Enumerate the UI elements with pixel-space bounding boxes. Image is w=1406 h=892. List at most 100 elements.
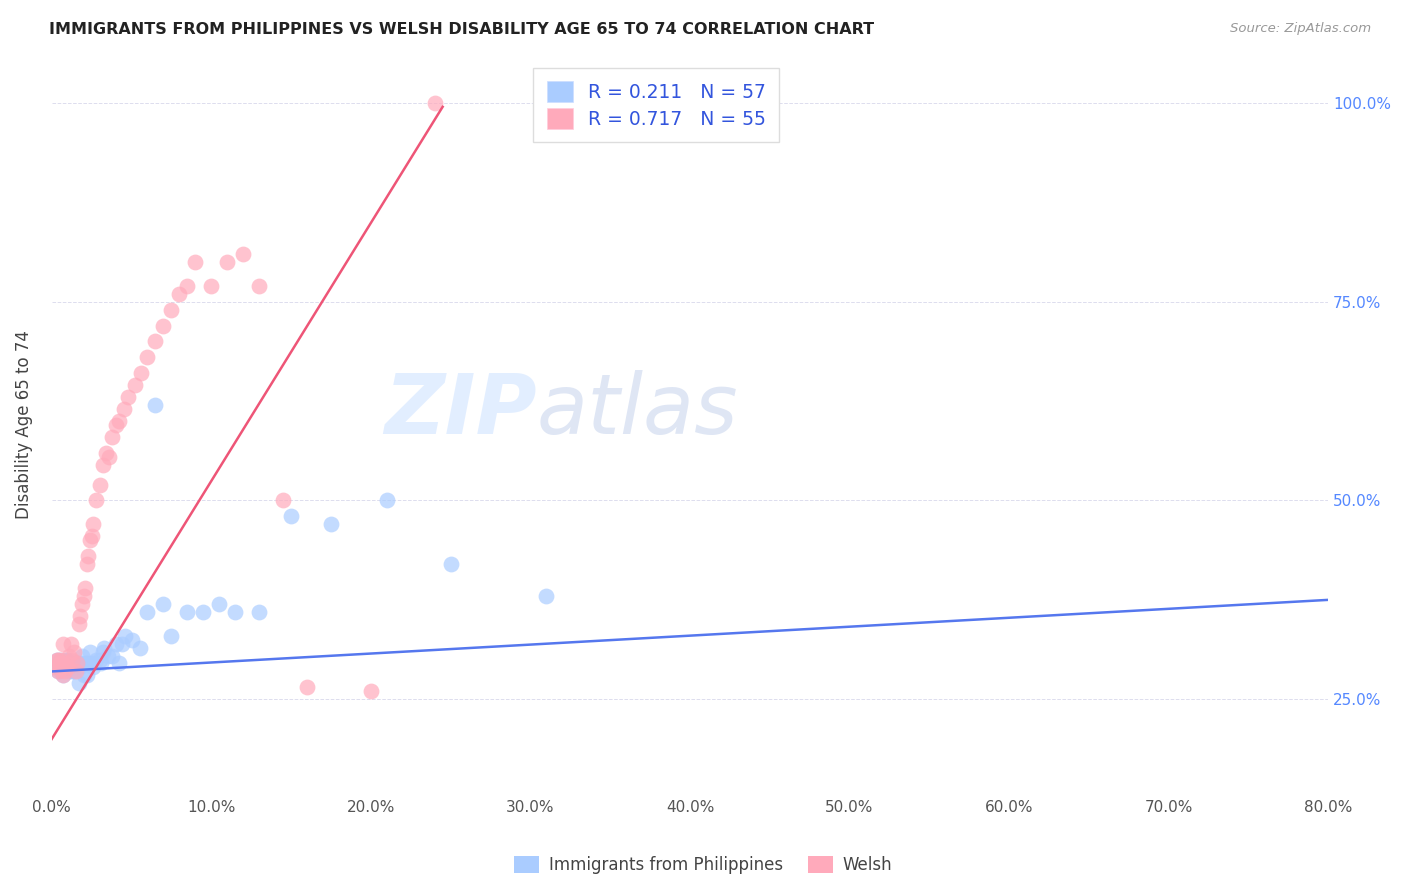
Point bbox=[46, 665, 69, 679]
Point bbox=[112, 402, 135, 417]
Point bbox=[52, 668, 75, 682]
Point bbox=[75, 657, 97, 671]
Point bbox=[104, 417, 127, 432]
Point bbox=[375, 493, 398, 508]
Point bbox=[70, 597, 93, 611]
Point bbox=[69, 657, 91, 671]
Point bbox=[160, 302, 183, 317]
Point bbox=[280, 509, 302, 524]
Point bbox=[124, 378, 146, 392]
Point bbox=[145, 398, 167, 412]
Point bbox=[360, 684, 382, 698]
Point bbox=[76, 557, 98, 571]
Point bbox=[48, 657, 70, 671]
Point bbox=[76, 668, 98, 682]
Point bbox=[247, 278, 270, 293]
Point bbox=[80, 529, 103, 543]
Point bbox=[152, 318, 174, 333]
Point bbox=[75, 581, 97, 595]
Point bbox=[104, 637, 127, 651]
Point bbox=[193, 605, 215, 619]
Point bbox=[46, 665, 69, 679]
Point bbox=[66, 657, 89, 671]
Point bbox=[121, 632, 143, 647]
Point bbox=[45, 652, 67, 666]
Point bbox=[51, 665, 73, 679]
Point bbox=[86, 493, 108, 508]
Point bbox=[271, 493, 294, 508]
Point bbox=[128, 640, 150, 655]
Point bbox=[319, 517, 342, 532]
Point bbox=[208, 597, 231, 611]
Point bbox=[101, 648, 124, 663]
Point bbox=[69, 660, 91, 674]
Point bbox=[114, 629, 136, 643]
Point bbox=[176, 278, 198, 293]
Point bbox=[48, 652, 70, 666]
Point bbox=[107, 657, 129, 671]
Point bbox=[89, 652, 111, 666]
Point bbox=[59, 637, 82, 651]
Text: IMMIGRANTS FROM PHILIPPINES VS WELSH DISABILITY AGE 65 TO 74 CORRELATION CHART: IMMIGRANTS FROM PHILIPPINES VS WELSH DIS… bbox=[49, 22, 875, 37]
Point bbox=[73, 589, 96, 603]
Point bbox=[53, 657, 76, 671]
Point bbox=[62, 652, 84, 666]
Point bbox=[117, 390, 139, 404]
Point bbox=[65, 660, 87, 674]
Y-axis label: Disability Age 65 to 74: Disability Age 65 to 74 bbox=[15, 330, 32, 519]
Point bbox=[200, 278, 222, 293]
Point bbox=[86, 652, 108, 666]
Point bbox=[107, 414, 129, 428]
Point bbox=[55, 652, 77, 666]
Point bbox=[82, 517, 104, 532]
Legend: R = 0.211   N = 57, R = 0.717   N = 55: R = 0.211 N = 57, R = 0.717 N = 55 bbox=[533, 68, 779, 142]
Point bbox=[56, 657, 79, 671]
Point bbox=[51, 652, 73, 666]
Point bbox=[160, 629, 183, 643]
Point bbox=[65, 665, 87, 679]
Point bbox=[169, 286, 191, 301]
Point bbox=[111, 637, 134, 651]
Point bbox=[69, 608, 91, 623]
Point bbox=[152, 597, 174, 611]
Point bbox=[136, 605, 159, 619]
Point bbox=[51, 657, 73, 671]
Point bbox=[79, 533, 101, 548]
Point bbox=[52, 637, 75, 651]
Point bbox=[77, 549, 100, 563]
Point bbox=[224, 605, 246, 619]
Point bbox=[247, 605, 270, 619]
Point bbox=[423, 95, 446, 110]
Point bbox=[90, 657, 112, 671]
Point bbox=[56, 660, 79, 674]
Point bbox=[129, 366, 152, 380]
Point bbox=[45, 652, 67, 666]
Point bbox=[70, 648, 93, 663]
Legend: Immigrants from Philippines, Welsh: Immigrants from Philippines, Welsh bbox=[508, 849, 898, 881]
Point bbox=[48, 660, 70, 674]
Point bbox=[62, 665, 84, 679]
Point bbox=[82, 660, 104, 674]
Point bbox=[67, 616, 90, 631]
Point bbox=[536, 589, 558, 603]
Point bbox=[97, 648, 120, 663]
Point bbox=[44, 660, 66, 674]
Point bbox=[91, 644, 114, 658]
Point bbox=[101, 430, 124, 444]
Point bbox=[145, 334, 167, 349]
Point bbox=[63, 665, 86, 679]
Point bbox=[295, 681, 318, 695]
Point bbox=[98, 450, 121, 464]
Point bbox=[93, 640, 115, 655]
Text: atlas: atlas bbox=[537, 369, 738, 450]
Point bbox=[48, 657, 70, 671]
Point bbox=[77, 657, 100, 671]
Point bbox=[89, 477, 111, 491]
Point bbox=[46, 652, 69, 666]
Point bbox=[67, 676, 90, 690]
Point bbox=[58, 665, 80, 679]
Point bbox=[52, 668, 75, 682]
Point bbox=[44, 660, 66, 674]
Point bbox=[136, 351, 159, 365]
Point bbox=[73, 668, 96, 682]
